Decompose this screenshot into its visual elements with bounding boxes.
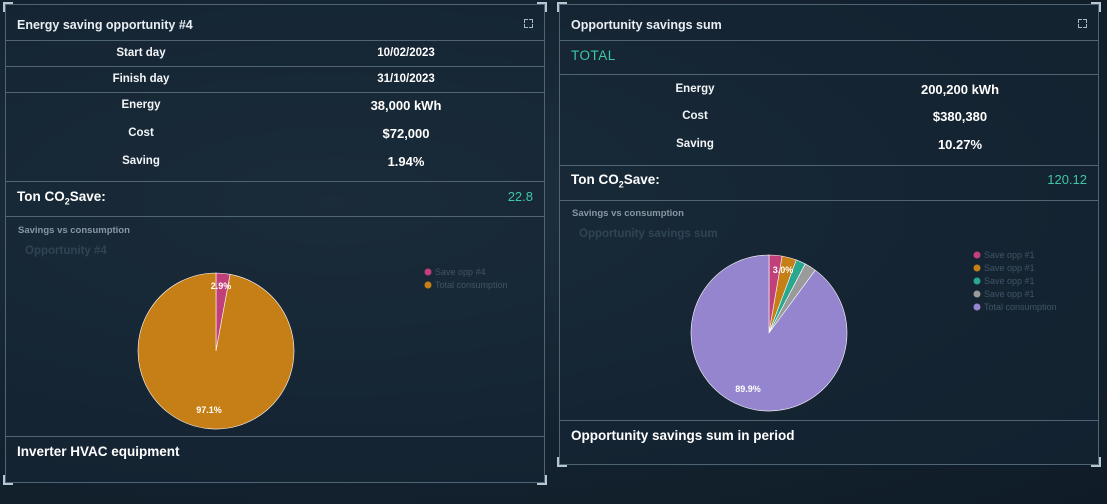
divider [560,200,1098,201]
chart-label: Savings vs consumption [18,225,130,236]
savings-sum-pie-chart: 3.0% 89.9% Save opp #1 Save opp #1 Save opp … [690,250,1057,412]
saving-label: Saving [676,138,714,150]
pie-data-label: 3.0% [773,265,794,275]
divider [560,420,1098,421]
energy-value: 38,000 kWh [370,98,442,113]
savings-pie-chart: 2.9% 97.1% Save opp #4 Total consumption [137,267,508,430]
start-day-label: Start day [116,47,166,59]
divider [6,92,544,93]
corner-bracket [537,475,547,485]
corner-bracket [1091,2,1101,12]
divider [6,66,544,67]
panel-title: Opportunity savings sum [571,18,722,32]
saving-value: 10.27% [937,137,983,152]
legend-swatch[interactable] [973,264,981,272]
energy-saving-opportunity-panel: Energy saving opportunity #4 Start day 1… [3,2,547,485]
pie-data-label: 97.1% [196,405,222,415]
panel-title: Energy saving opportunity #4 [17,18,193,32]
co2-save-label: Ton CO2Save: [17,189,106,207]
divider [560,165,1098,166]
expand-icon[interactable] [524,19,533,28]
energy-value: 200,200 kWh [920,82,1000,97]
corner-bracket [537,2,547,12]
pie-slice[interactable] [137,272,295,430]
legend-label[interactable]: Save opp #1 [984,276,1035,286]
expand-icon[interactable] [1078,19,1087,28]
energy-label: Energy [121,99,161,111]
cost-value: $380,380 [932,109,988,124]
pie-slice[interactable] [690,254,848,412]
total-label: TOTAL [571,48,616,63]
opportunity-name: Inverter HVAC equipment [17,444,180,459]
legend-label[interactable]: Total consumption [984,302,1057,312]
legend-swatch[interactable] [424,281,432,289]
legend-label[interactable]: Save opp #1 [984,263,1035,273]
divider [560,74,1098,75]
energy-label: Energy [675,83,715,95]
finish-day-label: Finish day [112,73,170,85]
corner-bracket [3,475,13,485]
divider [6,436,544,437]
corner-bracket [557,2,567,12]
cost-value: $72,000 [382,126,430,141]
co2-save-value: 22.8 [507,189,533,204]
divider [560,40,1098,41]
co2-save-value: 120.12 [1047,172,1087,187]
legend-label[interactable]: Save opp #4 [435,267,486,277]
pie-data-label: 2.9% [211,281,232,291]
legend-swatch[interactable] [973,290,981,298]
pie-data-label: 89.9% [735,384,761,394]
legend-label[interactable]: Total consumption [435,280,508,290]
divider [6,40,544,41]
cost-label: Cost [682,110,708,122]
legend-swatch[interactable] [424,268,432,276]
corner-bracket [3,2,13,12]
start-day-value: 10/02/2023 [377,47,435,59]
period-summary-title: Opportunity savings sum in period [571,428,795,443]
saving-value: 1.94% [387,154,425,169]
divider [6,216,544,217]
legend-label[interactable]: Save opp #1 [984,289,1035,299]
divider [6,181,544,182]
co2-save-label: Ton CO2Save: [571,172,660,190]
legend-swatch[interactable] [973,303,981,311]
opportunity-savings-sum-panel: Opportunity savings sum TOTAL Energy 200… [557,2,1101,467]
chart-title: Opportunity #4 [25,245,107,257]
legend-label[interactable]: Save opp #1 [984,250,1035,260]
cost-label: Cost [128,127,154,139]
corner-bracket [1091,457,1101,467]
saving-label: Saving [122,155,160,167]
chart-label: Savings vs consumption [572,208,684,219]
corner-bracket [557,457,567,467]
legend-swatch[interactable] [973,251,981,259]
chart-title: Opportunity savings sum [579,228,718,240]
finish-day-value: 31/10/2023 [377,73,435,85]
legend-swatch[interactable] [973,277,981,285]
